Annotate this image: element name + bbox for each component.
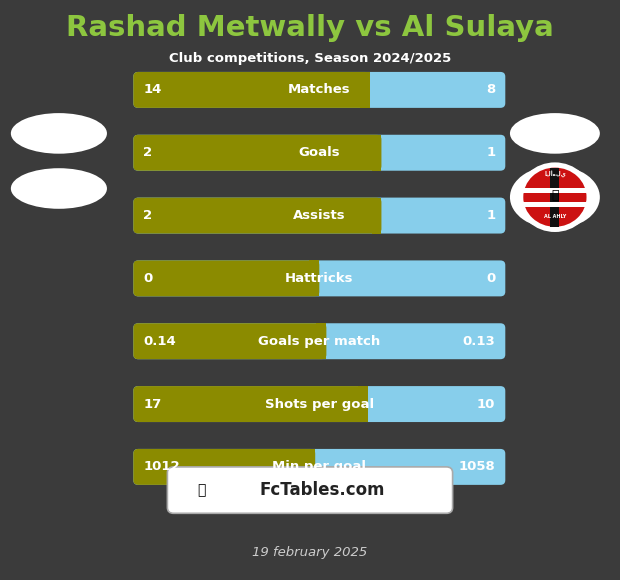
FancyBboxPatch shape	[358, 386, 368, 422]
FancyBboxPatch shape	[133, 72, 505, 108]
Text: 0: 0	[486, 272, 495, 285]
FancyBboxPatch shape	[551, 168, 559, 227]
Text: 🦅: 🦅	[551, 189, 559, 202]
Ellipse shape	[510, 113, 600, 154]
Ellipse shape	[510, 166, 600, 229]
FancyBboxPatch shape	[133, 198, 505, 234]
FancyBboxPatch shape	[133, 135, 381, 171]
Circle shape	[523, 168, 587, 227]
Text: 📊: 📊	[197, 483, 206, 497]
Text: 0.14: 0.14	[143, 335, 176, 348]
FancyBboxPatch shape	[133, 198, 381, 234]
Text: 1058: 1058	[459, 461, 495, 473]
Text: Assists: Assists	[293, 209, 345, 222]
FancyBboxPatch shape	[133, 323, 326, 359]
Text: Goals: Goals	[298, 146, 340, 160]
Text: 8: 8	[486, 84, 495, 96]
FancyBboxPatch shape	[523, 188, 587, 193]
Text: Hattricks: Hattricks	[285, 272, 353, 285]
Text: 2: 2	[143, 209, 153, 222]
Text: Club competitions, Season 2024/2025: Club competitions, Season 2024/2025	[169, 52, 451, 65]
FancyBboxPatch shape	[371, 198, 381, 234]
Text: 10: 10	[477, 397, 495, 411]
Text: FcTables.com: FcTables.com	[260, 481, 385, 499]
Text: Shots per goal: Shots per goal	[265, 397, 374, 411]
FancyBboxPatch shape	[309, 260, 319, 296]
Text: AL AHLY: AL AHLY	[544, 214, 566, 219]
Ellipse shape	[11, 168, 107, 209]
Text: 0: 0	[143, 272, 153, 285]
FancyBboxPatch shape	[133, 135, 505, 171]
FancyBboxPatch shape	[133, 449, 315, 485]
Ellipse shape	[11, 113, 107, 154]
FancyBboxPatch shape	[360, 72, 370, 108]
FancyBboxPatch shape	[133, 386, 505, 422]
FancyBboxPatch shape	[305, 449, 315, 485]
Text: 0.13: 0.13	[463, 335, 495, 348]
Text: Goals per match: Goals per match	[258, 335, 381, 348]
Text: Matches: Matches	[288, 84, 351, 96]
Text: 1012: 1012	[143, 461, 180, 473]
FancyBboxPatch shape	[133, 449, 505, 485]
FancyBboxPatch shape	[133, 72, 370, 108]
Text: 1: 1	[486, 146, 495, 160]
FancyBboxPatch shape	[371, 135, 381, 171]
FancyBboxPatch shape	[167, 467, 453, 513]
FancyBboxPatch shape	[523, 202, 587, 206]
FancyBboxPatch shape	[133, 260, 319, 296]
Circle shape	[518, 162, 592, 232]
Text: 14: 14	[143, 84, 162, 96]
FancyBboxPatch shape	[316, 323, 326, 359]
Text: Rashad Metwally vs Al Sulaya: Rashad Metwally vs Al Sulaya	[66, 14, 554, 42]
Text: 2: 2	[143, 146, 153, 160]
FancyBboxPatch shape	[133, 260, 505, 296]
Text: 17: 17	[143, 397, 161, 411]
Text: الأهلي: الأهلي	[544, 171, 566, 178]
Text: Min per goal: Min per goal	[272, 461, 366, 473]
Text: 1: 1	[486, 209, 495, 222]
FancyBboxPatch shape	[133, 323, 505, 359]
FancyBboxPatch shape	[133, 386, 368, 422]
Text: 19 february 2025: 19 february 2025	[252, 546, 368, 559]
